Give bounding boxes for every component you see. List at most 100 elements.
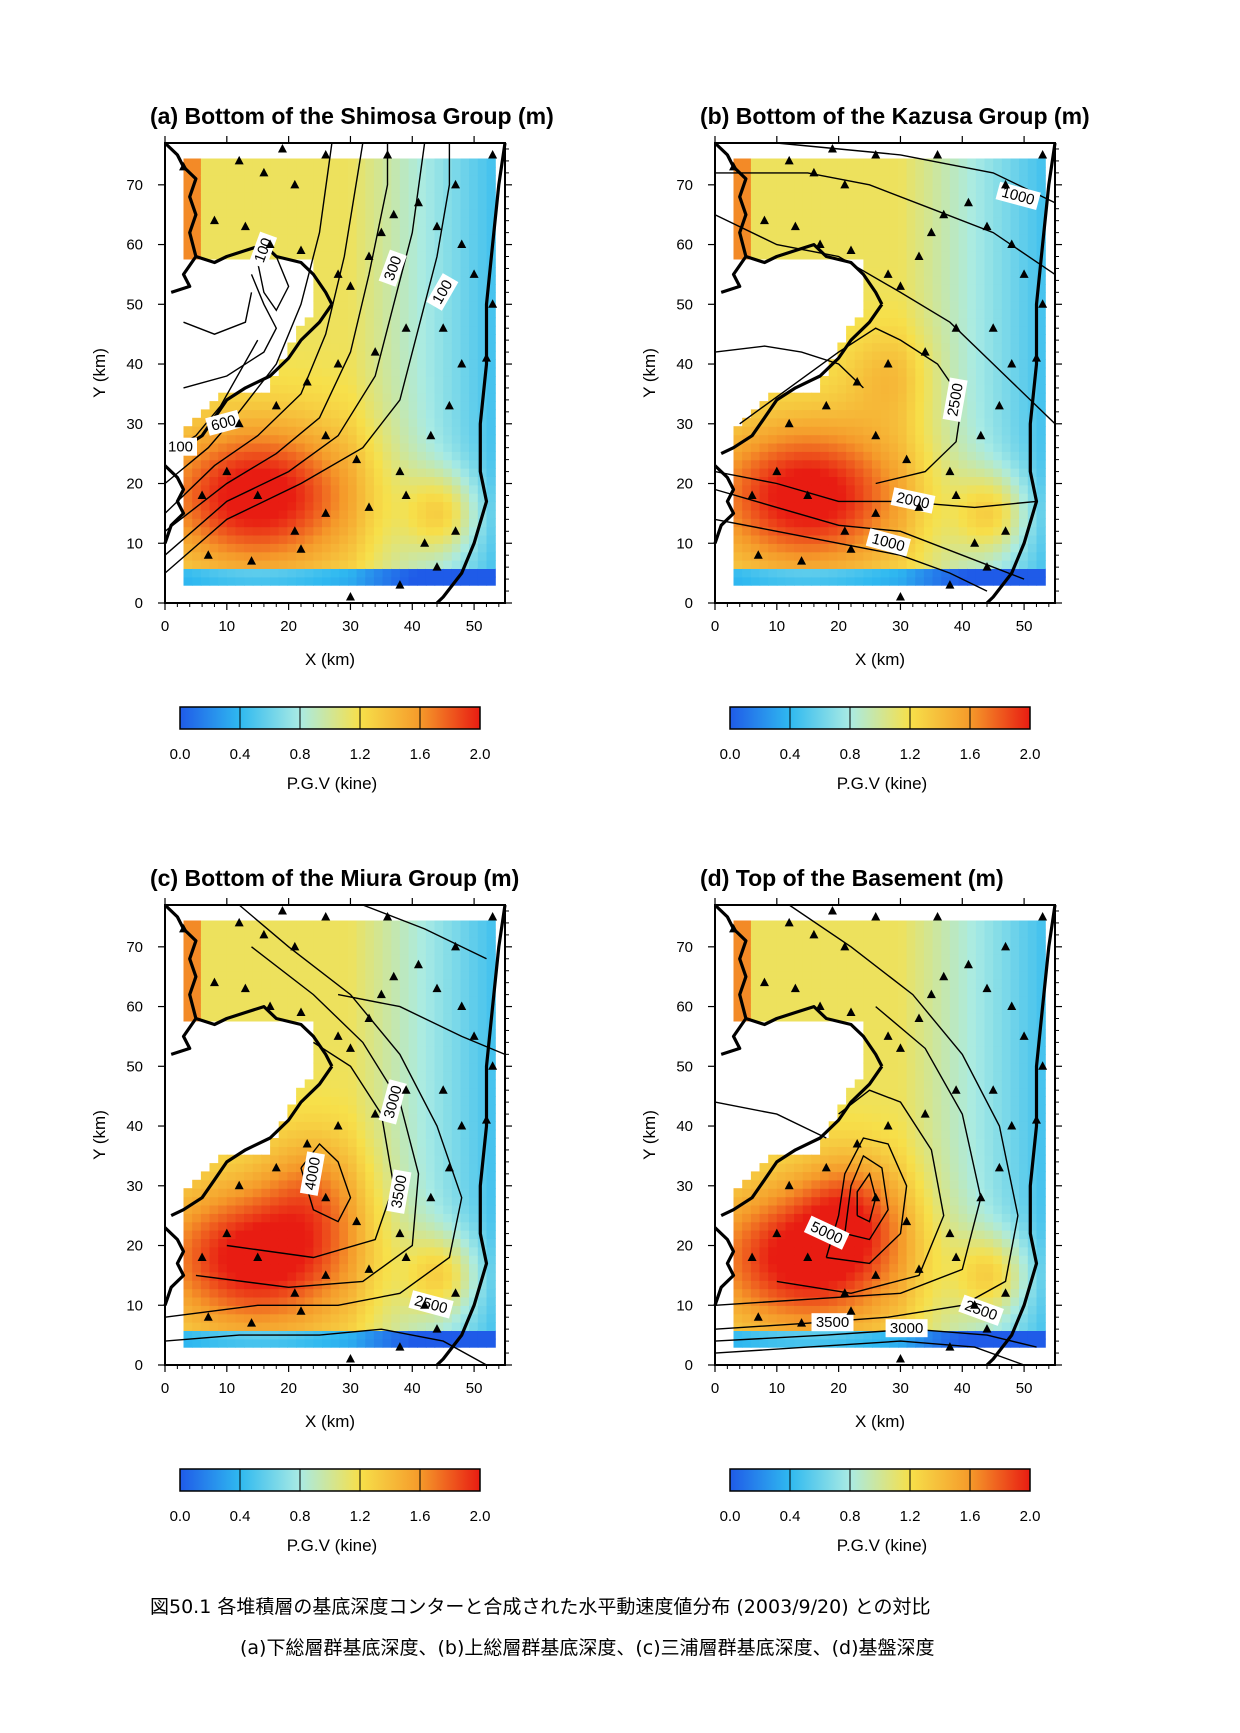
heatmap-cell xyxy=(192,543,202,553)
heatmap-cell xyxy=(949,576,960,586)
heatmap-cell xyxy=(443,1255,453,1265)
heatmap-cell xyxy=(863,359,873,369)
heatmap-cell xyxy=(742,534,752,544)
heatmap-cell xyxy=(1010,175,1020,185)
heatmap-cell xyxy=(348,928,358,938)
heatmap-cell xyxy=(339,233,349,243)
heatmap-cell xyxy=(451,551,462,561)
heatmap-cell xyxy=(365,1221,375,1231)
heatmap-cell xyxy=(218,1221,228,1231)
heatmap-cell xyxy=(322,979,332,989)
heatmap-cell xyxy=(1036,568,1046,578)
heatmap-cell xyxy=(443,560,453,569)
heatmap-cell xyxy=(218,987,228,997)
heatmap-cell xyxy=(750,560,761,569)
heatmap-cell xyxy=(313,1305,323,1315)
heatmap-cell xyxy=(854,367,864,377)
heatmap-cell xyxy=(1001,309,1012,319)
heatmap-cell xyxy=(382,401,392,411)
coastline-segment xyxy=(163,141,198,294)
heatmap-cell xyxy=(863,158,873,168)
heatmap-cell xyxy=(356,476,366,486)
heatmap-cell xyxy=(278,551,288,561)
heatmap-cell xyxy=(296,560,306,569)
heatmap-cell xyxy=(408,1046,418,1055)
heatmap-cell xyxy=(209,568,219,578)
heatmap-cell xyxy=(486,401,496,411)
heatmap-cell xyxy=(226,242,237,252)
heatmap-cell xyxy=(993,409,1003,419)
heatmap-cell xyxy=(469,1020,479,1030)
heatmap-cell xyxy=(356,334,366,344)
heatmap-cell xyxy=(828,434,838,444)
heatmap-cell xyxy=(373,962,384,972)
heatmap-cell xyxy=(192,417,202,427)
station-triangle-icon xyxy=(259,167,269,177)
heatmap-cell xyxy=(785,409,795,419)
heatmap-cell xyxy=(183,233,193,243)
heatmap-cell xyxy=(932,526,942,536)
heatmap-cell xyxy=(209,1179,219,1189)
heatmap-cell xyxy=(183,1330,193,1340)
heatmap-cell xyxy=(226,451,237,461)
heatmap-cell xyxy=(382,987,392,997)
station-triangle-icon xyxy=(389,209,399,219)
heatmap-cell xyxy=(477,442,488,452)
heatmap-cell xyxy=(287,468,297,477)
heatmap-cell xyxy=(469,350,479,360)
heatmap-cell xyxy=(226,468,237,477)
heatmap-cell xyxy=(898,225,908,235)
heatmap-cell xyxy=(460,208,470,218)
heatmap-cell xyxy=(443,258,453,268)
heatmap-cell xyxy=(348,1129,358,1139)
heatmap-cell xyxy=(451,484,462,494)
heatmap-cell xyxy=(408,409,418,419)
heatmap-cell xyxy=(880,568,890,578)
heatmap-cell xyxy=(218,1179,228,1189)
heatmap-cell xyxy=(733,560,743,569)
heatmap-cell xyxy=(296,1204,306,1214)
heatmap-cell xyxy=(967,409,977,419)
heatmap-cell xyxy=(391,543,401,553)
heatmap-cell xyxy=(244,518,254,528)
heatmap-cell xyxy=(872,409,882,419)
heatmap-cell xyxy=(469,417,479,427)
heatmap-cell xyxy=(794,459,804,469)
heatmap-cell xyxy=(967,292,977,302)
heatmap-cell xyxy=(443,920,453,930)
heatmap-cell xyxy=(252,509,263,519)
heatmap-cell xyxy=(304,995,314,1005)
heatmap-cell xyxy=(252,401,263,411)
heatmap-cell xyxy=(183,1221,193,1231)
heatmap-cell xyxy=(192,426,202,436)
heatmap-cell xyxy=(391,417,401,427)
heatmap-cell xyxy=(469,1012,479,1022)
heatmap-cell xyxy=(434,995,444,1005)
station-triangle-icon xyxy=(203,550,213,559)
heatmap-cell xyxy=(1027,342,1038,352)
heatmap-cell xyxy=(417,1004,427,1014)
heatmap-cell xyxy=(391,192,401,201)
heatmap-cell xyxy=(477,1046,488,1055)
station-triangle-icon xyxy=(1001,526,1011,535)
heatmap-cell xyxy=(356,1230,366,1239)
heatmap-cell xyxy=(477,1313,488,1323)
heatmap-cell xyxy=(477,217,488,227)
heatmap-cell xyxy=(408,1188,418,1198)
heatmap-cell xyxy=(252,183,263,193)
heatmap-cell xyxy=(330,434,340,444)
heatmap-cell xyxy=(477,1079,488,1089)
heatmap-cell xyxy=(768,225,778,235)
heatmap-cell xyxy=(975,275,986,285)
heatmap-cell xyxy=(967,568,977,578)
heatmap-cell xyxy=(296,1322,306,1331)
heatmap-cell xyxy=(469,1255,479,1265)
heatmap-cell xyxy=(278,250,288,260)
heatmap-cell xyxy=(261,468,271,477)
heatmap-cell xyxy=(373,442,384,452)
heatmap-cell xyxy=(304,434,314,444)
heatmap-cell xyxy=(1010,484,1020,494)
heatmap-cell xyxy=(451,451,462,461)
heatmap-cell xyxy=(975,576,986,586)
heatmap-cell xyxy=(949,534,960,544)
